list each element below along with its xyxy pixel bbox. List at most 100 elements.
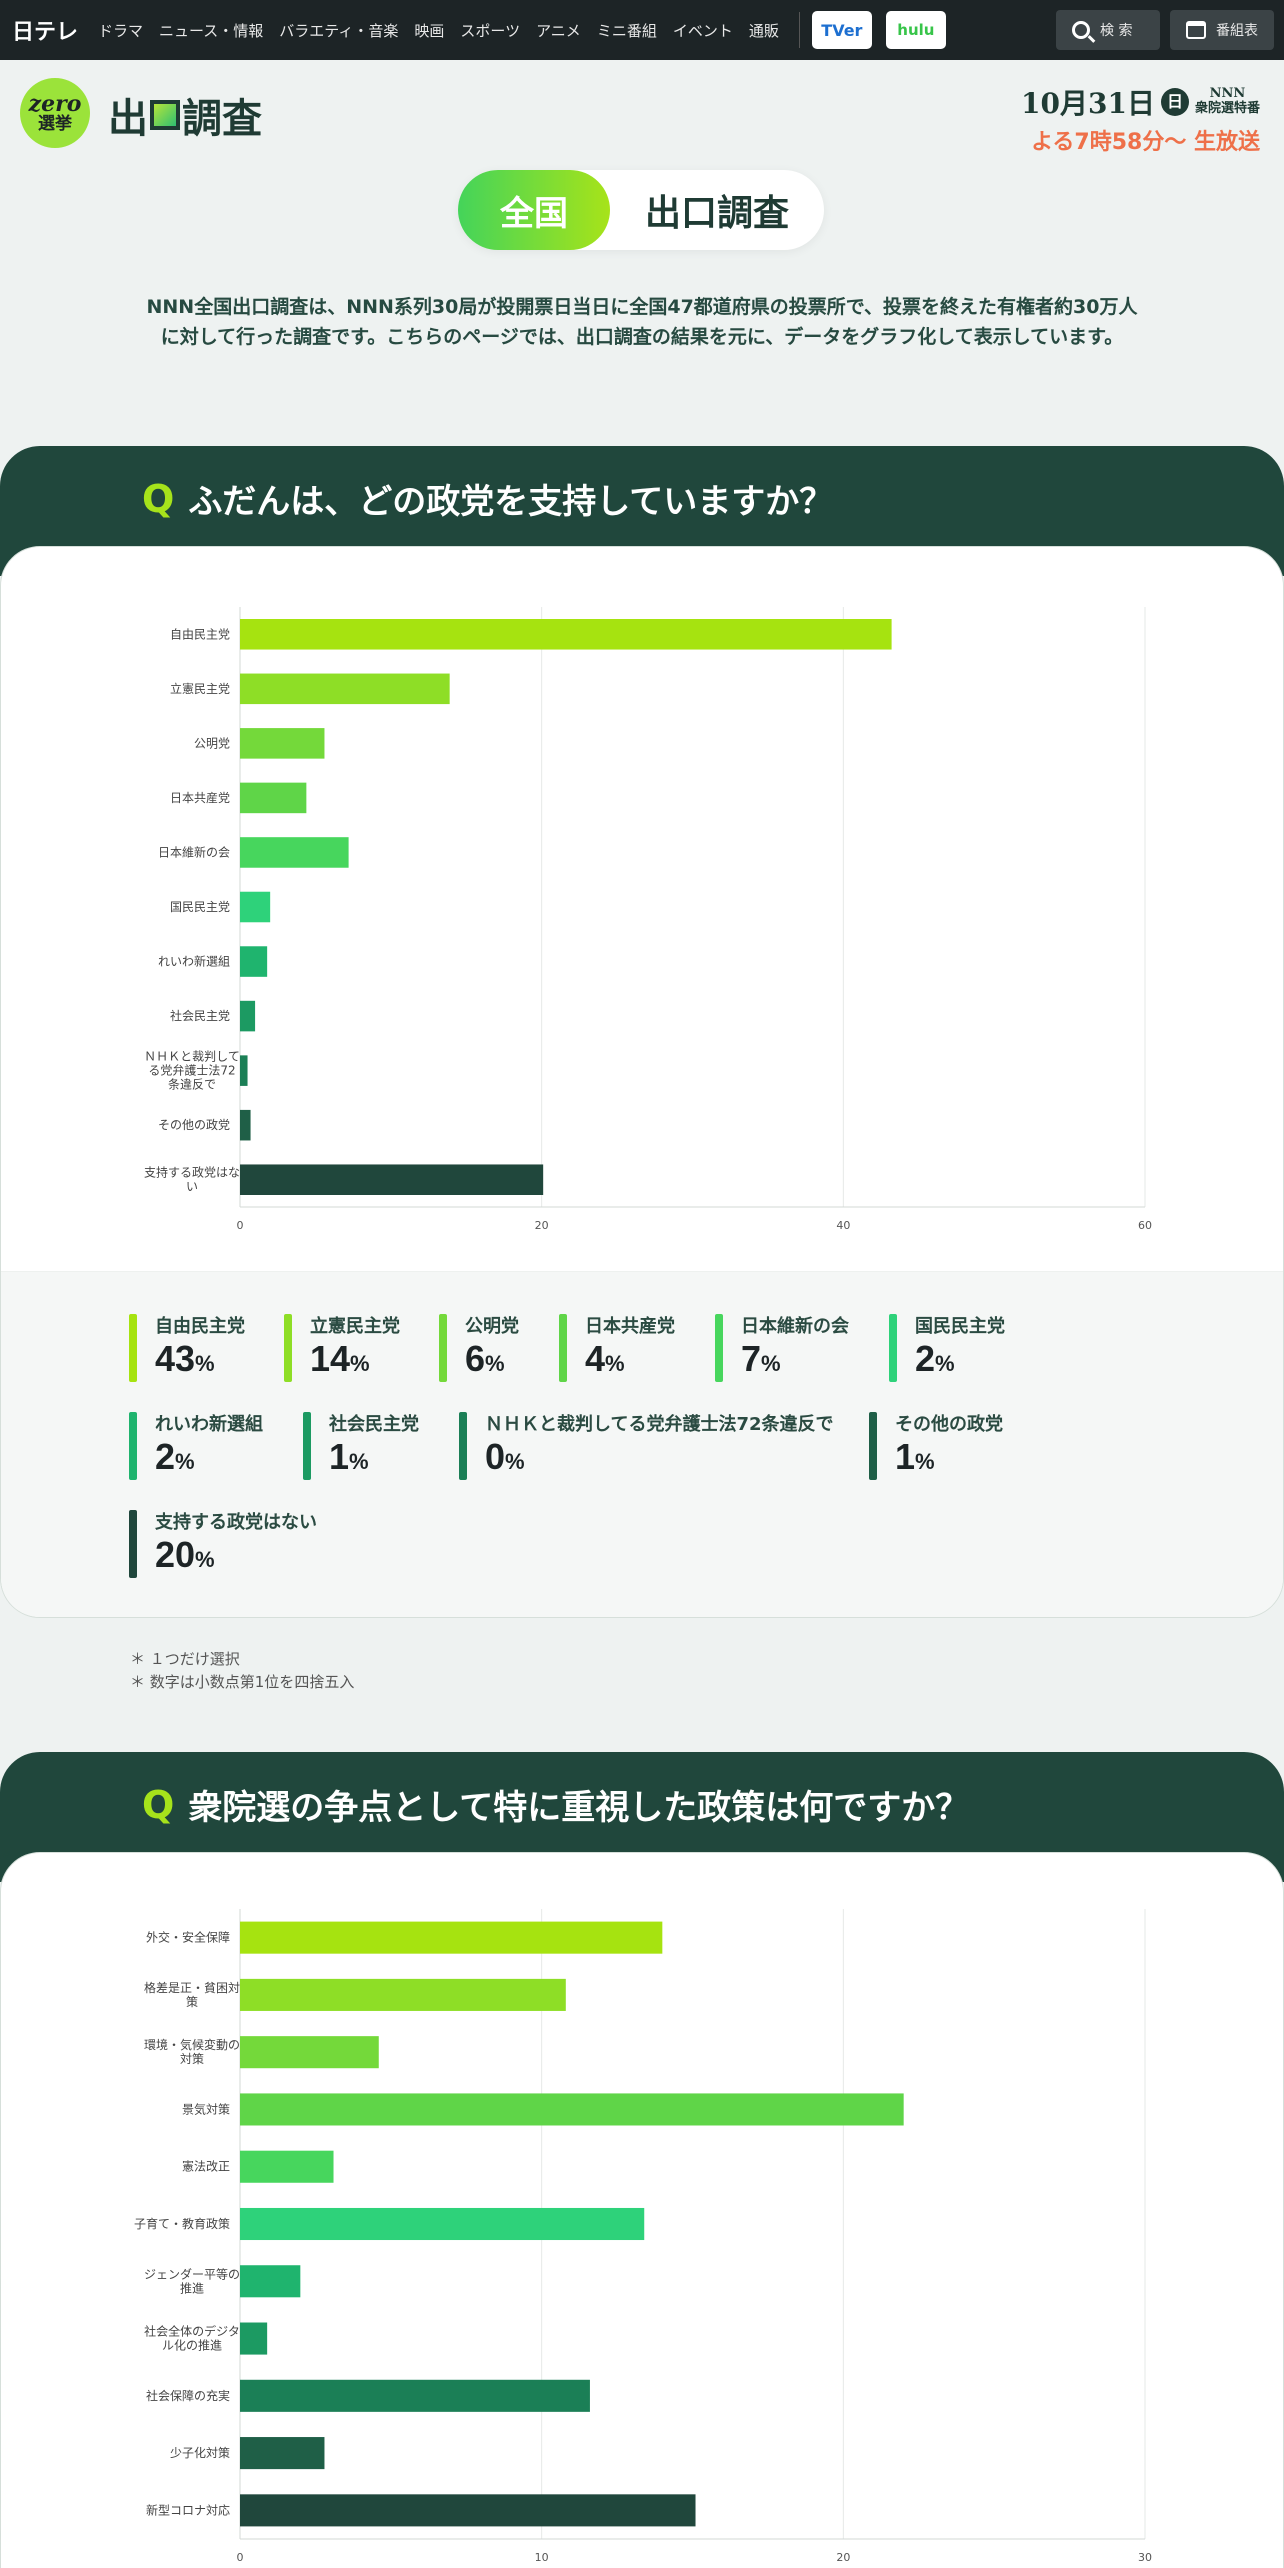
legend-item: 公明党 6% <box>439 1312 519 1382</box>
policy-issue-bar[interactable] <box>240 1978 566 2011</box>
legend-unit: % <box>485 1351 505 1376</box>
legend-item: 立憲民主党 14% <box>284 1312 400 1382</box>
legend-name: 社会民主党 <box>329 1414 419 1435</box>
party-support-category-label: その他の政党 <box>158 1117 230 1132</box>
party-support-bar[interactable] <box>240 1109 251 1141</box>
search-label: 検 索 <box>1100 23 1133 39</box>
policy-issue-tick-label: 30 <box>1138 2551 1152 2564</box>
nav-link-sports[interactable]: スポーツ <box>460 21 521 40</box>
calendar-icon <box>1186 21 1206 39</box>
party-support-bar[interactable] <box>240 1055 248 1086</box>
nav-link-mini[interactable]: ミニ番組 <box>596 21 657 40</box>
legend-name: れいわ新選組 <box>155 1414 263 1435</box>
nav-link-news[interactable]: ニュース・情報 <box>159 21 264 40</box>
nav-link-shop[interactable]: 通販 <box>748 21 779 40</box>
party-support-bar[interactable] <box>240 1000 256 1032</box>
party-support-category-label: 支持する政党はない <box>144 1165 240 1194</box>
policy-issue-bar[interactable] <box>240 1921 663 1954</box>
legend-item: その他の政党 1% <box>869 1410 1003 1480</box>
zero-election-logo[interactable]: zero 選挙 <box>20 78 90 148</box>
toggle-exit-poll[interactable]: 出口調査 <box>644 193 789 234</box>
legend-name: 自由民主党 <box>155 1316 245 1337</box>
legend-name: ＮＨＫと裁判してる党弁護士法72条違反で <box>485 1414 834 1435</box>
party-support-bar[interactable] <box>240 1164 544 1195</box>
legend-name: その他の政党 <box>895 1414 1003 1435</box>
legend-value: 2% <box>155 1436 263 1483</box>
broadcast-day: 日 <box>1160 88 1189 116</box>
top-nav: 日テレ ドラマ ニュース・情報 バラエティ・音楽 映画 スポーツ アニメ ミニ番… <box>0 0 1284 60</box>
party-support-bar[interactable] <box>240 728 325 759</box>
legend-name: 公明党 <box>465 1316 519 1337</box>
policy-issue-category-label: 少子化対策 <box>170 2446 230 2460</box>
policy-issue-chart: 0 10 20 30 外交・安全保障格差是正・貧困対策環境・気候変動の対策景気対策憲法改… <box>134 1909 1152 2564</box>
legend-value: 6% <box>465 1338 519 1385</box>
legend-item: 自由民主党 43% <box>129 1312 245 1382</box>
party-support-bar[interactable] <box>240 891 271 923</box>
legend-unit: % <box>915 1449 935 1474</box>
legend-color-bar <box>459 1412 467 1480</box>
legend-unit: % <box>175 1449 195 1474</box>
question-text-2: 衆院選の争点として特に重視した政策は何ですか？ <box>188 1788 970 1828</box>
party-support-bar[interactable] <box>240 837 349 868</box>
legend-item: 日本維新の会 7% <box>715 1312 849 1382</box>
nav-divider <box>798 12 800 48</box>
schedule-button[interactable]: 番組表 <box>1170 10 1274 50</box>
policy-issue-category-label: 社会保障の充実 <box>146 2388 230 2403</box>
party-support-tick-label: 60 <box>1138 1219 1152 1232</box>
legend-number: 2 <box>155 1436 176 1477</box>
policy-issue-bar[interactable] <box>240 2494 696 2527</box>
party-support-bar[interactable] <box>240 946 268 977</box>
policy-issue-category-label: 社会全体のデジタル化の推進 <box>144 2324 240 2353</box>
toggle-national[interactable]: 全国 <box>458 170 610 250</box>
policy-issue-bar[interactable] <box>240 2322 268 2355</box>
legend-value: 20% <box>155 1534 317 1581</box>
nav-link-movie[interactable]: 映画 <box>414 21 445 40</box>
policy-issue-bar[interactable] <box>240 2093 904 2126</box>
legend-item: 国民民主党 2% <box>889 1312 1005 1382</box>
search-button[interactable]: 検 索 <box>1056 10 1160 50</box>
tver-button[interactable]: TVer <box>811 11 872 49</box>
nav-link-anime[interactable]: アニメ <box>536 21 581 40</box>
policy-issue-bar[interactable] <box>240 2379 590 2412</box>
party-support-bar[interactable] <box>240 782 307 814</box>
party-support-category-label: 立憲民主党 <box>170 681 230 696</box>
legend-color-bar <box>439 1314 447 1382</box>
legend-color-bar <box>559 1314 567 1382</box>
legend-number: 14 <box>310 1338 351 1379</box>
policy-issue-category-label: 外交・安全保障 <box>146 1930 230 1945</box>
legend-value: 1% <box>329 1436 419 1483</box>
legend-number: 2 <box>915 1338 936 1379</box>
policy-issue-bar[interactable] <box>240 2437 325 2470</box>
nav-link-drama[interactable]: ドラマ <box>98 21 144 40</box>
nav-link-event[interactable]: イベント <box>672 21 733 40</box>
ntv-logo[interactable]: 日テレ <box>11 20 78 45</box>
legend-color-bar <box>129 1510 137 1578</box>
legend-color-bar <box>129 1412 137 1480</box>
legend-name: 国民民主党 <box>915 1316 1005 1337</box>
legend-color-bar <box>303 1412 311 1480</box>
party-support-category-label: 国民民主党 <box>170 899 230 914</box>
hulu-button[interactable]: hulu <box>885 11 946 49</box>
policy-issue-bar[interactable] <box>240 2036 379 2069</box>
legend-value: 1% <box>895 1436 1003 1483</box>
q-mark: Q <box>142 1782 175 1827</box>
policy-issue-category-label: 格差是正・貧困対策 <box>144 1980 240 2009</box>
notes: ＊ １つだけ選択 ＊ 数字は小数点第1位を四捨五入 <box>130 1648 354 1694</box>
legend-item: れいわ新選組 2% <box>129 1410 263 1480</box>
nav-link-variety[interactable]: バラエティ・音楽 <box>279 21 399 40</box>
legend-number: 0 <box>485 1436 506 1477</box>
legend-color-bar <box>129 1314 137 1382</box>
party-support-bar[interactable] <box>240 619 892 650</box>
party-support-tick-label: 20 <box>535 1219 549 1232</box>
policy-issue-bar[interactable] <box>240 2265 301 2298</box>
policy-issue-bar[interactable] <box>240 2150 334 2183</box>
legend-number: 7 <box>741 1338 762 1379</box>
party-support-bar[interactable] <box>240 673 450 705</box>
legend-item: 日本共産党 4% <box>559 1312 675 1382</box>
policy-issue-bar[interactable] <box>240 2207 645 2241</box>
legend-number: 43 <box>155 1338 196 1379</box>
region-toggle: 全国 出口調査 <box>458 170 824 250</box>
question-card-2: 0 10 20 30 外交・安全保障 格差是正・貧困対策 環境・気候変動の対策 景気対策 憲法改… <box>0 1852 1284 2568</box>
legend-unit: % <box>349 1449 369 1474</box>
legend-unit: % <box>761 1351 781 1376</box>
